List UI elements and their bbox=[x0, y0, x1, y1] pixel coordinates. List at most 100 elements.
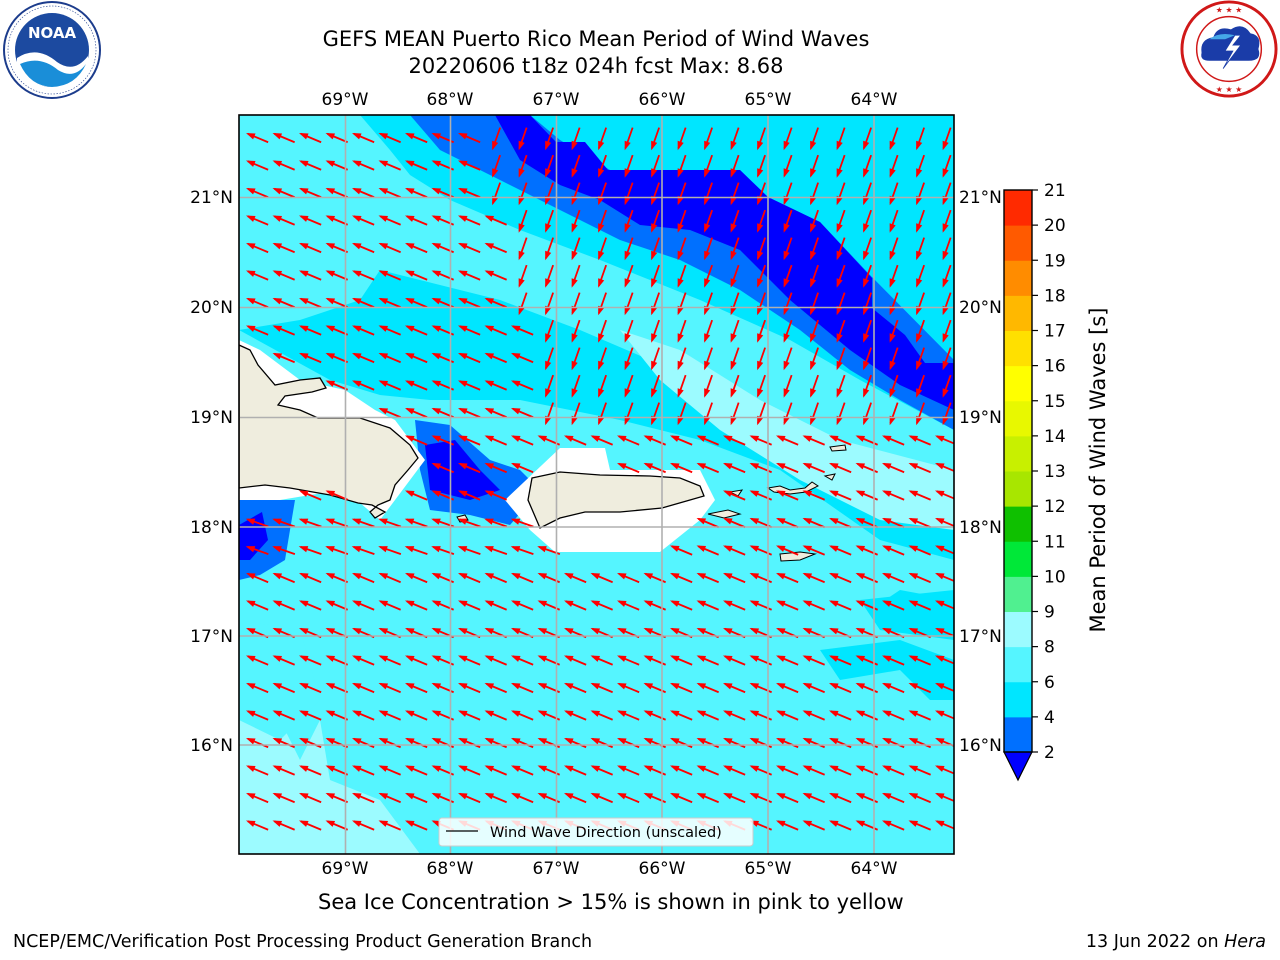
wave-arrowhead bbox=[829, 517, 839, 525]
wave-arrowhead bbox=[405, 627, 415, 635]
wave-arrowhead bbox=[378, 737, 389, 745]
wave-arrowhead bbox=[405, 435, 415, 442]
wave-arrowhead bbox=[882, 737, 892, 745]
wave-arrowhead bbox=[484, 435, 495, 442]
wave-arrowhead bbox=[651, 250, 658, 261]
wave-arrowhead bbox=[246, 737, 256, 745]
lon-label: 69°W bbox=[322, 859, 369, 879]
wave-arrowhead bbox=[829, 820, 839, 827]
wave-arrowhead bbox=[484, 490, 495, 497]
lat-label: 16°N bbox=[959, 736, 1002, 756]
credit-date: 13 Jun 2022 on Hera bbox=[1086, 932, 1266, 952]
wave-arrowhead bbox=[511, 765, 521, 772]
wave-arrowhead bbox=[545, 168, 552, 178]
wave-arrowhead bbox=[776, 765, 786, 772]
colorbar-segment bbox=[1004, 506, 1032, 542]
wave-arrowhead bbox=[378, 270, 389, 277]
wave-arrowhead bbox=[511, 462, 521, 470]
wave-arrowhead bbox=[757, 333, 764, 343]
wave-arrowhead bbox=[378, 600, 389, 607]
wave-arrowhead bbox=[643, 765, 654, 772]
wave-arrowhead bbox=[571, 168, 578, 178]
wave-arrowhead bbox=[643, 462, 654, 470]
wave-arrowhead bbox=[325, 132, 336, 140]
wave-arrowhead bbox=[405, 655, 415, 662]
wave-arrowhead bbox=[518, 250, 525, 261]
wave-arrowhead bbox=[298, 518, 309, 525]
wave-arrowhead bbox=[405, 325, 415, 332]
wave-arrowhead bbox=[492, 168, 499, 178]
wave-arrowhead bbox=[537, 572, 548, 580]
wave-arrowhead bbox=[749, 545, 760, 552]
wave-arrowhead bbox=[431, 352, 442, 360]
wave-arrowhead bbox=[511, 627, 521, 635]
wave-arrowhead bbox=[325, 710, 336, 717]
wave-arrowhead bbox=[935, 737, 945, 745]
lon-label: 64°W bbox=[851, 90, 898, 110]
colorbar-tick-label: 4 bbox=[1044, 708, 1055, 728]
wave-arrowhead bbox=[299, 132, 309, 140]
colorbar-segment bbox=[1004, 260, 1032, 296]
wave-arrowhead bbox=[617, 765, 627, 772]
wave-arrowhead bbox=[272, 187, 283, 195]
wave-arrowhead bbox=[405, 710, 415, 717]
wave-arrowhead bbox=[908, 517, 919, 525]
wave-arrowhead bbox=[431, 737, 442, 745]
wave-arrowhead bbox=[484, 215, 495, 222]
wave-arrowhead bbox=[863, 278, 870, 288]
wave-arrowhead bbox=[829, 710, 839, 717]
lat-label: 20°N bbox=[190, 298, 233, 318]
colorbar-segment bbox=[1004, 225, 1032, 261]
wave-arrowhead bbox=[749, 627, 760, 635]
colorbar-tick-label: 18 bbox=[1044, 286, 1066, 306]
wave-arrowhead bbox=[325, 682, 336, 690]
wave-arrowhead bbox=[855, 462, 866, 470]
wave-arrowhead bbox=[564, 572, 574, 580]
wave-arrowhead bbox=[829, 765, 839, 772]
wave-arrowhead bbox=[783, 140, 790, 151]
wave-arrowhead bbox=[855, 627, 866, 635]
wave-arrowhead bbox=[564, 710, 574, 717]
wave-arrowhead bbox=[776, 490, 786, 497]
wave-arrowhead bbox=[378, 352, 389, 360]
wave-arrowhead bbox=[352, 792, 362, 800]
wave-arrowhead bbox=[352, 132, 362, 140]
wave-arrowhead bbox=[352, 765, 362, 772]
wave-arrowhead bbox=[511, 380, 521, 387]
wave-arrowhead bbox=[651, 333, 658, 343]
wave-arrowhead bbox=[458, 380, 468, 387]
wave-arrowhead bbox=[776, 655, 786, 662]
wave-arrowhead bbox=[810, 140, 817, 151]
wave-arrowhead bbox=[677, 333, 684, 343]
wave-arrowhead bbox=[935, 710, 945, 717]
colorbar-tick-label: 16 bbox=[1044, 357, 1066, 377]
wave-arrowhead bbox=[802, 627, 813, 635]
colorbar-segment bbox=[1004, 295, 1032, 331]
wave-arrowhead bbox=[723, 627, 733, 635]
wave-arrowhead bbox=[590, 765, 601, 772]
wave-arrowhead bbox=[590, 572, 601, 580]
wave-arrowhead bbox=[246, 215, 256, 222]
wave-arrowhead bbox=[749, 710, 760, 717]
wave-arrowhead bbox=[405, 682, 415, 690]
wave-arrowhead bbox=[378, 215, 389, 222]
wave-arrowhead bbox=[405, 270, 415, 277]
wave-arrowhead bbox=[458, 407, 468, 415]
wave-arrowhead bbox=[299, 710, 309, 717]
wave-arrowhead bbox=[942, 360, 949, 371]
wave-arrowhead bbox=[511, 600, 521, 607]
wave-arrowhead bbox=[245, 546, 256, 553]
nws-logo-icon: ★ ★ ★ ★ ★ ★ bbox=[1180, 0, 1278, 98]
wave-arrowhead bbox=[935, 435, 945, 442]
colorbar-segment bbox=[1004, 646, 1032, 683]
wave-arrowhead bbox=[889, 333, 896, 343]
wave-arrowhead bbox=[431, 462, 442, 470]
map-legend: Wind Wave Direction (unscaled) bbox=[438, 817, 754, 847]
wave-arrowhead bbox=[484, 462, 495, 470]
wave-arrowhead bbox=[246, 627, 256, 635]
wave-arrowhead bbox=[802, 710, 813, 717]
wave-arrowhead bbox=[484, 572, 495, 580]
wave-arrowhead bbox=[749, 517, 760, 525]
lat-label: 16°N bbox=[190, 736, 233, 756]
wave-arrowhead bbox=[378, 572, 389, 580]
